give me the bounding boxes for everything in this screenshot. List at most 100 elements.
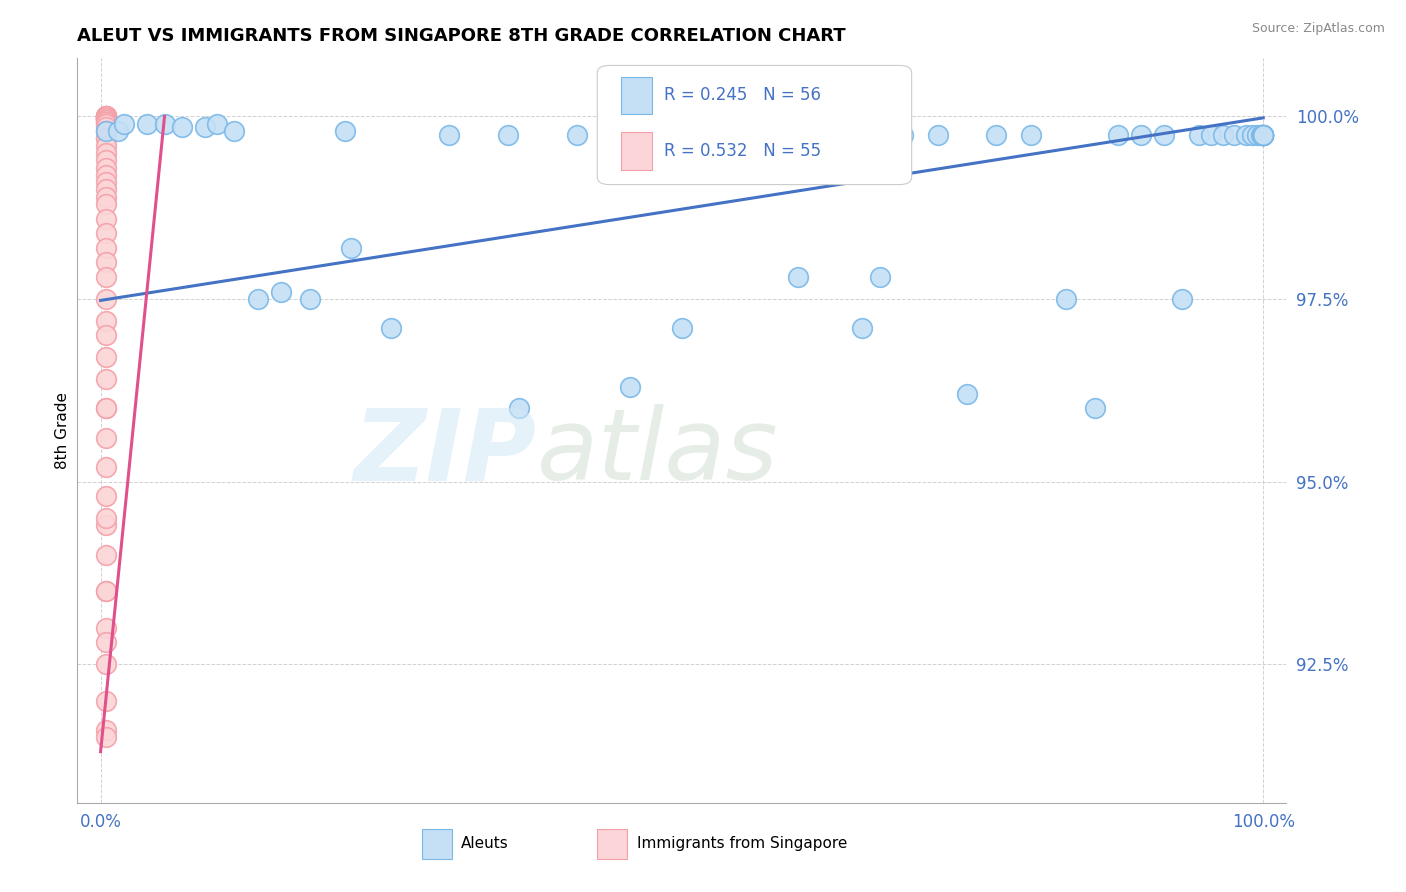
- Point: [1188, 128, 1211, 142]
- Text: R = 0.532   N = 55: R = 0.532 N = 55: [664, 142, 821, 160]
- Point: [1019, 128, 1042, 142]
- Point: [619, 379, 641, 393]
- Point: [170, 120, 193, 135]
- Text: R = 0.245   N = 56: R = 0.245 N = 56: [664, 87, 821, 104]
- Point: [96, 314, 118, 328]
- Point: [96, 372, 118, 386]
- Point: [869, 270, 891, 285]
- Point: [1153, 128, 1175, 142]
- Text: ALEUT VS IMMIGRANTS FROM SINGAPORE 8TH GRADE CORRELATION CHART: ALEUT VS IMMIGRANTS FROM SINGAPORE 8TH G…: [77, 28, 846, 45]
- Point: [671, 321, 693, 335]
- Bar: [621, 77, 652, 114]
- Point: [224, 124, 246, 138]
- Point: [96, 431, 118, 445]
- Point: [96, 145, 118, 160]
- Point: [1251, 128, 1274, 142]
- Text: Source: ZipAtlas.com: Source: ZipAtlas.com: [1251, 22, 1385, 36]
- Point: [96, 723, 118, 737]
- Point: [96, 138, 118, 153]
- Point: [112, 117, 135, 131]
- Point: [96, 109, 118, 123]
- Point: [96, 109, 118, 123]
- Point: [1251, 128, 1274, 142]
- Bar: [598, 829, 627, 859]
- Point: [1234, 128, 1257, 142]
- Point: [96, 401, 118, 416]
- Point: [298, 292, 321, 306]
- Point: [927, 128, 949, 142]
- Text: ZIP: ZIP: [354, 404, 537, 501]
- Y-axis label: 8th Grade: 8th Grade: [55, 392, 70, 469]
- Point: [96, 584, 118, 599]
- Point: [194, 120, 217, 135]
- Point: [1246, 128, 1268, 142]
- Point: [96, 111, 118, 125]
- Bar: [621, 132, 652, 169]
- Point: [96, 255, 118, 269]
- Point: [96, 113, 118, 128]
- Point: [1251, 128, 1274, 142]
- Point: [107, 124, 129, 138]
- Point: [96, 511, 118, 525]
- Point: [96, 730, 118, 744]
- Point: [96, 226, 118, 240]
- Point: [96, 211, 118, 226]
- Point: [96, 182, 118, 196]
- Point: [96, 153, 118, 168]
- Point: [96, 111, 118, 125]
- Point: [96, 693, 118, 707]
- Point: [1223, 128, 1246, 142]
- Point: [1251, 128, 1274, 142]
- Point: [96, 328, 118, 343]
- Point: [380, 321, 402, 335]
- Point: [1171, 292, 1194, 306]
- Point: [96, 548, 118, 562]
- Point: [96, 270, 118, 285]
- Point: [1251, 128, 1274, 142]
- Point: [1251, 128, 1274, 142]
- Point: [339, 241, 361, 255]
- Point: [1240, 128, 1263, 142]
- Point: [96, 131, 118, 145]
- Point: [1251, 128, 1274, 142]
- Point: [96, 401, 118, 416]
- Point: [96, 109, 118, 123]
- Point: [96, 115, 118, 129]
- Point: [96, 117, 118, 131]
- Bar: [422, 829, 453, 859]
- Point: [270, 285, 292, 299]
- Point: [1054, 292, 1077, 306]
- Point: [96, 657, 118, 671]
- Point: [96, 111, 118, 125]
- Point: [96, 124, 118, 138]
- Point: [1250, 128, 1272, 142]
- Point: [96, 131, 118, 145]
- Point: [1199, 128, 1222, 142]
- Point: [96, 351, 118, 365]
- Point: [567, 128, 589, 142]
- Point: [96, 190, 118, 204]
- Point: [984, 128, 1007, 142]
- Point: [810, 124, 832, 138]
- Point: [96, 124, 118, 138]
- Point: [96, 124, 118, 138]
- Point: [1130, 128, 1153, 142]
- Point: [439, 128, 461, 142]
- Text: Immigrants from Singapore: Immigrants from Singapore: [637, 837, 848, 851]
- Point: [741, 124, 763, 138]
- Point: [96, 120, 118, 134]
- FancyBboxPatch shape: [598, 65, 911, 185]
- Point: [96, 635, 118, 649]
- Point: [96, 115, 118, 129]
- Point: [851, 321, 873, 335]
- Text: Aleuts: Aleuts: [461, 837, 509, 851]
- Point: [1084, 401, 1107, 416]
- Point: [956, 387, 979, 401]
- Point: [246, 292, 269, 306]
- Point: [1107, 128, 1129, 142]
- Point: [153, 117, 176, 131]
- Point: [96, 518, 118, 533]
- Point: [496, 128, 519, 142]
- Point: [205, 117, 228, 131]
- Point: [96, 111, 118, 125]
